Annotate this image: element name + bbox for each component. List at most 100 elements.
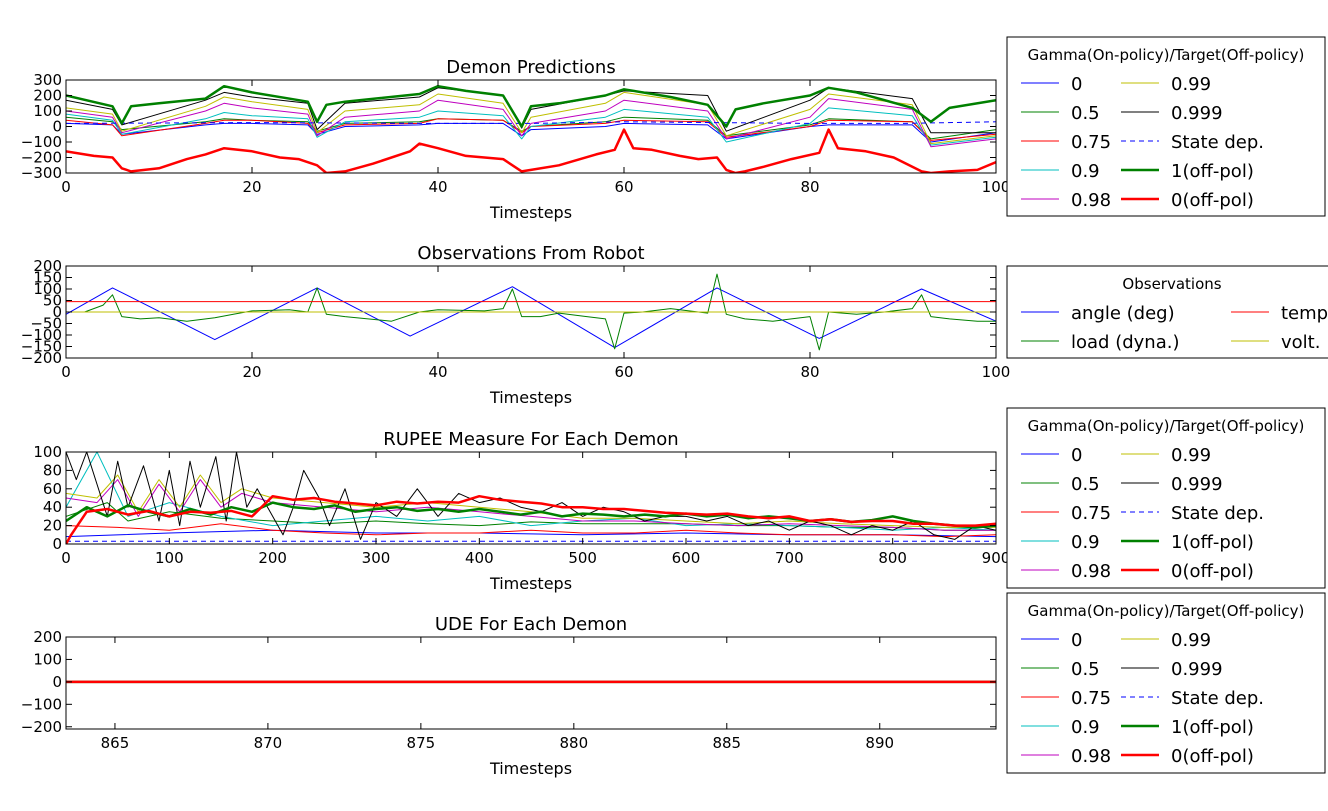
y-tick-label: 300 bbox=[33, 71, 62, 89]
x-tick-label: 20 bbox=[242, 363, 261, 381]
x-tick-label: 0 bbox=[61, 363, 71, 381]
y-tick-label: 100 bbox=[33, 102, 62, 120]
x-tick-label: 100 bbox=[982, 363, 1011, 381]
series-line-1 bbox=[66, 286, 996, 349]
legend-entry-label: 0.999 bbox=[1171, 103, 1223, 124]
y-tick-label: 150 bbox=[33, 269, 62, 287]
y-tick-label: 0 bbox=[52, 118, 62, 136]
plot-frame bbox=[65, 636, 997, 730]
plot-frame bbox=[65, 451, 997, 545]
legend-entry-label: 1(off-pol) bbox=[1171, 717, 1254, 738]
legend-entry-label: 0(off-pol) bbox=[1171, 190, 1254, 211]
legend-entry-label: 0.75 bbox=[1071, 503, 1111, 524]
legend-entry-label: 0 bbox=[1071, 74, 1082, 95]
y-tick-label: 200 bbox=[33, 628, 62, 646]
legend-title: Observations bbox=[1122, 275, 1221, 293]
x-tick-label: 100 bbox=[155, 549, 184, 567]
y-tick-label: 200 bbox=[33, 87, 62, 105]
series-line-8 bbox=[66, 121, 996, 124]
x-axis-label: Timesteps bbox=[489, 388, 572, 407]
x-tick-label: 200 bbox=[258, 549, 287, 567]
x-axis-label: Timesteps bbox=[489, 574, 572, 593]
legend: Gamma(On-policy)/Target(Off-policy) 0 0.5 0… bbox=[1006, 407, 1326, 589]
subplot-title: Demon Predictions bbox=[446, 57, 615, 78]
x-tick-label: 40 bbox=[428, 178, 447, 196]
subplot-title: Observations From Robot bbox=[417, 243, 644, 264]
y-tick-label: −200 bbox=[21, 149, 62, 167]
y-tick-label: 100 bbox=[33, 443, 62, 461]
x-tick-label: 300 bbox=[362, 549, 391, 567]
series-group bbox=[66, 452, 996, 544]
series-group bbox=[66, 273, 996, 351]
series-line-3 bbox=[66, 118, 996, 141]
y-tick-label: 100 bbox=[33, 280, 62, 298]
legend-title: Gamma(On-policy)/Target(Off-policy) bbox=[1028, 417, 1305, 435]
legend-entry-label: 0.999 bbox=[1171, 659, 1223, 680]
series-line-6 bbox=[66, 91, 996, 145]
y-tick-label: −100 bbox=[21, 326, 62, 344]
series-line-10 bbox=[66, 494, 996, 544]
x-tick-label: 890 bbox=[865, 734, 894, 752]
legend-entry-label: 0.9 bbox=[1071, 532, 1100, 553]
x-tick-label: 870 bbox=[254, 734, 283, 752]
x-tick-label: 800 bbox=[878, 549, 907, 567]
legend-entry-label: angle (deg) bbox=[1071, 303, 1175, 324]
legend-entry-label: 0.99 bbox=[1171, 74, 1211, 95]
legend-title: Gamma(On-policy)/Target(Off-policy) bbox=[1028, 46, 1305, 64]
legend-entry-label: State dep. bbox=[1171, 688, 1264, 709]
y-tick-label: −150 bbox=[21, 338, 62, 356]
x-tick-label: 80 bbox=[800, 363, 819, 381]
series-line-1 bbox=[66, 122, 996, 143]
x-tick-label: 40 bbox=[428, 363, 447, 381]
legend-entry-label: 0.98 bbox=[1071, 561, 1111, 582]
y-tick-label: 200 bbox=[33, 257, 62, 275]
y-tick-label: −200 bbox=[21, 718, 62, 736]
y-tick-label: −100 bbox=[21, 133, 62, 151]
x-tick-label: 20 bbox=[242, 178, 261, 196]
legend-entry-label: 0.999 bbox=[1171, 474, 1223, 495]
legend-entry-label: 0(off-pol) bbox=[1171, 561, 1254, 582]
legend-entry-label: load (dyna.) bbox=[1071, 332, 1179, 353]
legend: Gamma(On-policy)/Target(Off-policy) 0 0.5 0… bbox=[1006, 36, 1326, 217]
legend-entry-label: 1(off-pol) bbox=[1171, 161, 1254, 182]
subplot-4: UDE For Each Demon 865 870 875 880 885 890 200 1… bbox=[21, 592, 1326, 778]
legend-box bbox=[1006, 265, 1328, 359]
legend-entry-label: 0.5 bbox=[1071, 103, 1100, 124]
x-tick-label: 80 bbox=[800, 178, 819, 196]
x-tick-label: 60 bbox=[614, 363, 633, 381]
y-tick-label: −100 bbox=[21, 695, 62, 713]
series-line-3 bbox=[66, 523, 996, 538]
legend-box bbox=[1006, 407, 1326, 589]
y-tick-label: 0 bbox=[52, 673, 62, 691]
y-tick-label: 100 bbox=[33, 650, 62, 668]
x-tick-label: 0 bbox=[61, 549, 71, 567]
x-tick-label: 0 bbox=[61, 178, 71, 196]
y-tick-label: −200 bbox=[21, 349, 62, 367]
subplot-title: RUPEE Measure For Each Demon bbox=[383, 429, 678, 450]
series-line-10 bbox=[66, 128, 996, 173]
y-tick-label: −50 bbox=[30, 315, 62, 333]
series-line-4 bbox=[66, 107, 996, 146]
subplot-title: UDE For Each Demon bbox=[435, 614, 627, 635]
x-axis-label: Timesteps bbox=[489, 759, 572, 778]
x-tick-label: 865 bbox=[101, 734, 130, 752]
x-axis-label: Timesteps bbox=[489, 203, 572, 222]
y-tick-label: 80 bbox=[43, 461, 62, 479]
legend-entry-label: 0 bbox=[1071, 445, 1082, 466]
x-tick-label: 60 bbox=[614, 178, 633, 196]
legend-entry-label: 1(off-pol) bbox=[1171, 532, 1254, 553]
x-tick-label: 100 bbox=[982, 178, 1011, 196]
legend-box bbox=[1006, 592, 1326, 774]
x-tick-label: 885 bbox=[712, 734, 741, 752]
x-tick-label: 875 bbox=[407, 734, 436, 752]
legend-entry-label: 0 bbox=[1071, 630, 1082, 651]
x-tick-label: 900 bbox=[982, 549, 1011, 567]
series-line-6 bbox=[66, 474, 996, 528]
legend-entry-label: 0(off-pol) bbox=[1171, 746, 1254, 767]
y-tick-label: −300 bbox=[21, 164, 62, 182]
y-tick-label: 0 bbox=[52, 303, 62, 321]
legend-box bbox=[1006, 36, 1326, 217]
